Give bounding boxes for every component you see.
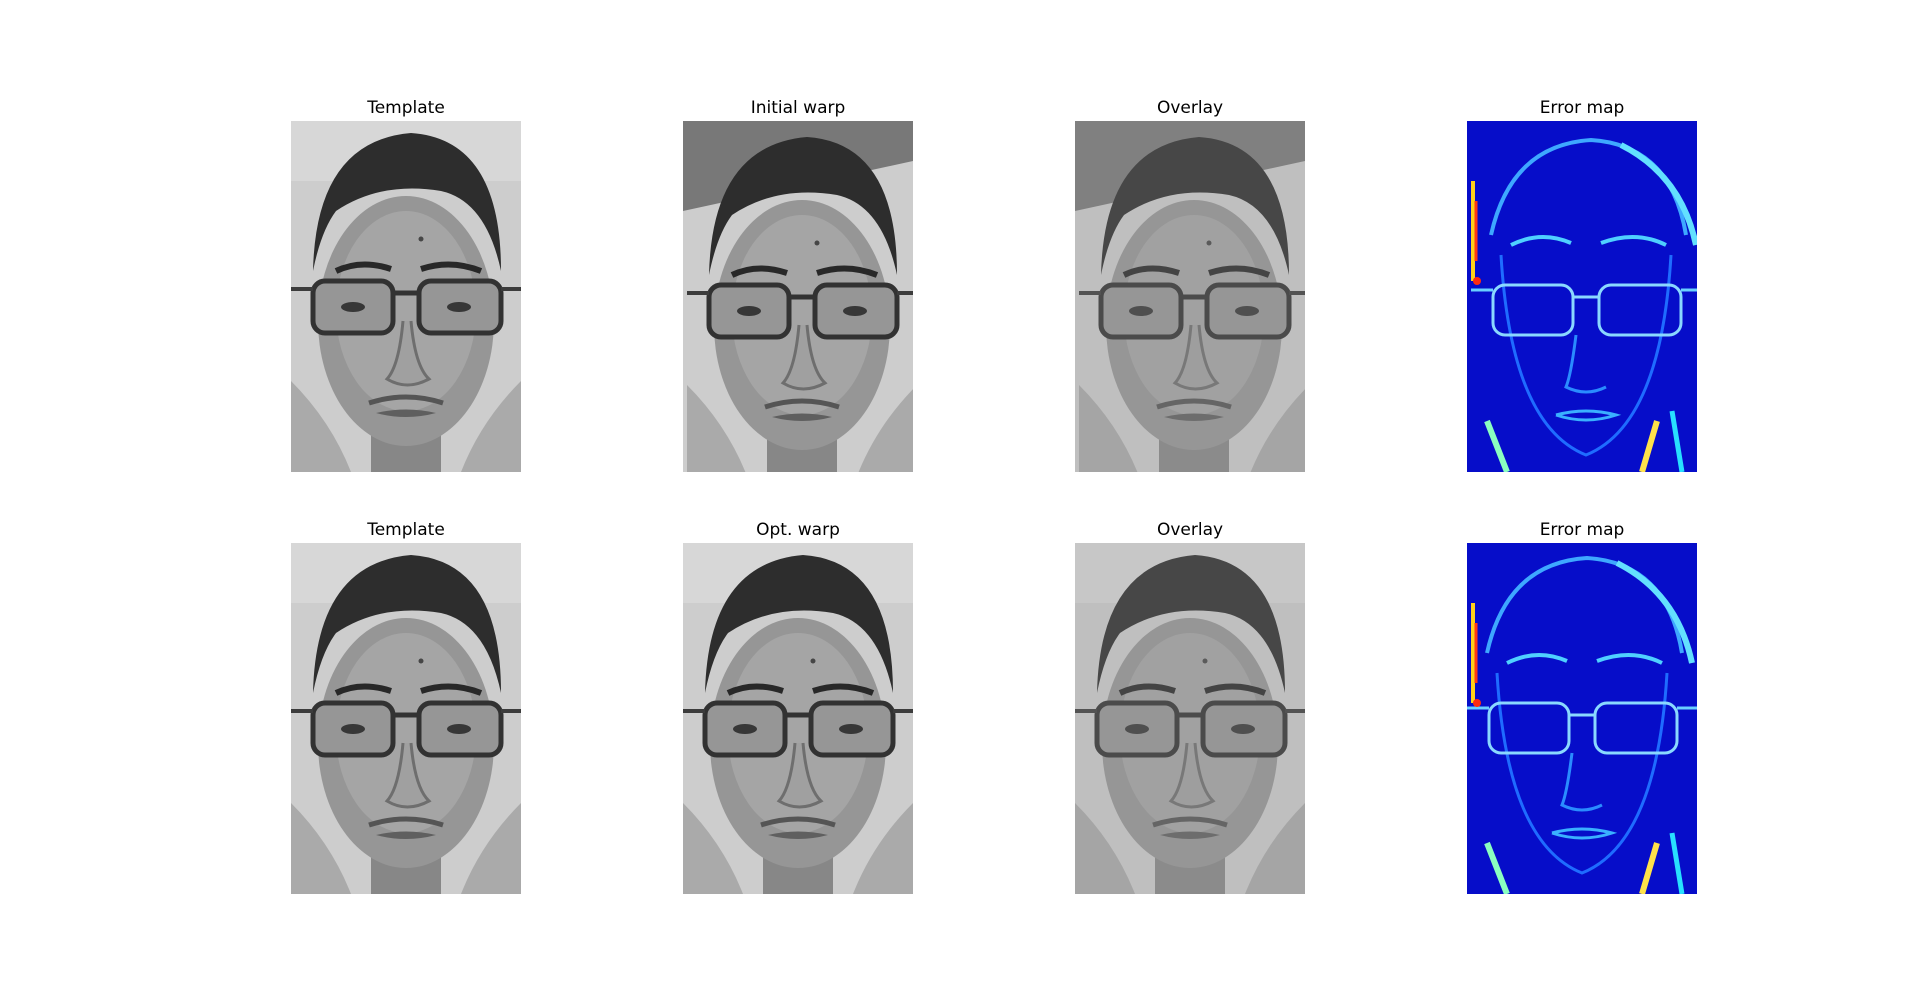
panel-title: Error map bbox=[1539, 98, 1625, 118]
panel-error-map-row1: Error map bbox=[1467, 98, 1697, 472]
face-image bbox=[1075, 543, 1305, 894]
face-image bbox=[291, 121, 521, 472]
panel-template-row2: Template bbox=[291, 520, 521, 894]
panel-initial-warp: Initial warp bbox=[683, 98, 913, 472]
error-map-image bbox=[1467, 543, 1697, 894]
panel-title: Initial warp bbox=[750, 98, 846, 118]
face-image bbox=[1075, 121, 1305, 472]
panel-overlay-row1: Overlay bbox=[1075, 98, 1305, 472]
panel-title: Template bbox=[367, 520, 445, 540]
panel-title: Opt. warp bbox=[756, 520, 840, 540]
panel-opt-warp: Opt. warp bbox=[683, 520, 913, 894]
face-image bbox=[683, 543, 913, 894]
panel-template-row1: Template bbox=[291, 98, 521, 472]
panel-title: Overlay bbox=[1156, 520, 1224, 540]
panel-title: Template bbox=[367, 98, 445, 118]
panel-overlay-row2: Overlay bbox=[1075, 520, 1305, 894]
face-image bbox=[683, 121, 913, 472]
panel-title: Overlay bbox=[1156, 98, 1224, 118]
error-map-image bbox=[1467, 121, 1697, 472]
face-image bbox=[291, 543, 521, 894]
panel-error-map-row2: Error map bbox=[1467, 520, 1697, 894]
panel-title: Error map bbox=[1539, 520, 1625, 540]
